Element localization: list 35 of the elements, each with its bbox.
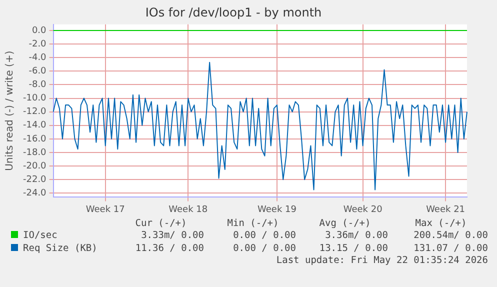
text: 0.00 / 0.00 bbox=[232, 229, 296, 242]
y-tick-label: -8.0 bbox=[28, 80, 47, 90]
chart-title: IOs for /dev/loop1 - by month bbox=[145, 5, 322, 20]
legend-label: IO/sec bbox=[22, 229, 58, 242]
y-tick-label: -10.0 bbox=[22, 94, 47, 104]
y-tick-label: -16.0 bbox=[22, 134, 47, 144]
x-tick-label: Week 20 bbox=[343, 204, 383, 215]
y-tick-label: 0.0 bbox=[32, 26, 47, 36]
text: 200.54m/ 0.00 bbox=[412, 229, 488, 242]
x-tick-label: Week 21 bbox=[426, 204, 466, 215]
y-tick-label: -6.0 bbox=[28, 66, 47, 76]
y-tick-label: -24.0 bbox=[22, 188, 47, 198]
y-tick-label: -2.0 bbox=[28, 39, 47, 50]
text: Avg (-/+) bbox=[318, 218, 372, 229]
legend-label: Req Size (KB) bbox=[22, 242, 98, 255]
y-tick-label: -12.0 bbox=[22, 107, 47, 118]
y-tick-label: -14.0 bbox=[22, 120, 47, 131]
y-tick-label: -22.0 bbox=[22, 174, 47, 185]
x-tick-label: Week 17 bbox=[86, 204, 125, 215]
y-tick-label: -18.0 bbox=[22, 148, 47, 158]
y-axis-title: Units read (-) / write (+) bbox=[4, 50, 16, 171]
text: Min (-/+) bbox=[226, 218, 280, 229]
text: Max (-/+) bbox=[414, 218, 468, 229]
text: 131.07 / 0.00 bbox=[412, 242, 488, 255]
x-tick-label: Week 19 bbox=[258, 204, 297, 215]
text: 11.36 / 0.00 bbox=[134, 242, 204, 255]
text: Last update: Fri May 22 01:35:24 2026 bbox=[275, 255, 488, 266]
x-tick-label: Week 18 bbox=[168, 204, 208, 215]
text: 3.33m/ 0.00 bbox=[140, 229, 204, 242]
text: 0.00 / 0.00 bbox=[232, 242, 296, 255]
y-tick-label: -20.0 bbox=[22, 161, 47, 172]
text: Cur (-/+) bbox=[134, 218, 188, 229]
text: 13.15 / 0.00 bbox=[318, 242, 388, 255]
y-tick-label: -4.0 bbox=[28, 52, 47, 63]
text: 3.36m/ 0.00 bbox=[324, 229, 388, 242]
